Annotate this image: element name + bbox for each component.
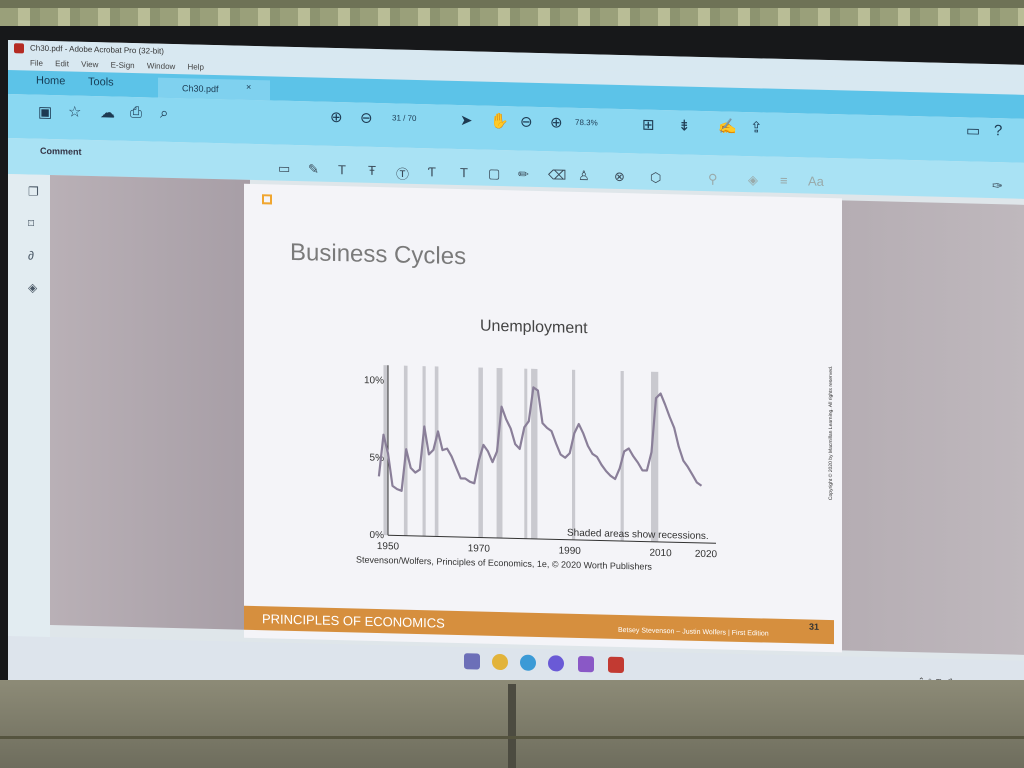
text-box-icon[interactable]: ▢ [488,165,501,182]
slide-title: Business Cycles [290,238,467,271]
page-indicator[interactable]: 31 / 70 [392,113,416,123]
comment-label: Comment [40,145,82,157]
pages-icon[interactable]: ❐ [28,184,39,199]
y-tick-label: 5% [370,453,385,464]
layers-icon[interactable]: ◈ [28,280,38,295]
window-title: Ch30.pdf - Adobe Acrobat Pro (32-bit) [30,43,164,56]
menu-help[interactable]: Help [187,62,204,72]
x-axis [388,534,716,544]
page-total: / 70 [403,113,417,123]
workspace-right [842,200,1024,655]
select-cursor-icon[interactable]: ➤ [460,112,473,130]
menu-view[interactable]: View [81,59,99,70]
x-tick-label: 2020 [695,549,718,561]
recession-band [422,366,426,537]
text-icon[interactable]: T [338,162,346,178]
star-icon[interactable]: ☆ [68,103,82,121]
tab-document-label: Ch30.pdf [182,83,219,95]
y-tick-label: 10% [364,375,384,386]
tab-document[interactable]: Ch30.pdf [158,77,270,101]
x-tick-label: 2010 [649,548,672,560]
share-icon[interactable]: ⇪ [750,119,763,137]
insert-text-icon[interactable]: Ƭ [428,164,436,180]
upload-cloud-icon[interactable]: ☁ [100,104,115,122]
eraser-icon[interactable]: ⌫ [548,167,567,183]
pen-settings-icon[interactable]: ✑ [992,178,1003,194]
scroll-mode-icon[interactable]: ⇟ [678,117,691,135]
page-up-icon[interactable]: ⊕ [330,108,343,127]
menu-edit[interactable]: Edit [55,59,69,69]
curtain-rod [0,0,1024,8]
zoom-level[interactable]: 78.3% [575,117,598,128]
acrobat-taskbar-icon[interactable] [608,656,624,674]
unemployment-line [377,386,703,492]
recession-annotation: Shaded areas show recessions. [567,528,709,542]
recession-band [383,365,388,536]
teams-icon[interactable] [578,655,594,673]
shapes-icon[interactable]: ⬡ [650,169,662,185]
fill-icon: ◈ [748,172,758,188]
recession-band [571,369,576,540]
app-icon[interactable] [548,655,564,672]
chart-title: Unemployment [480,317,588,338]
pin-icon: ⚲ [708,171,718,187]
projected-screen: Ch30.pdf - Adobe Acrobat Pro (32-bit) Fi… [8,40,1024,709]
stamp-icon[interactable]: ♙ [578,167,590,184]
close-tab-icon[interactable]: × [246,81,252,92]
y-tick-label: 0% [370,530,385,541]
chrome-icon[interactable] [492,653,508,671]
zoom-in-icon[interactable]: ⊕ [550,114,563,132]
tab-tools[interactable]: Tools [88,75,114,89]
print-icon[interactable]: ⎙ [130,103,143,122]
tab-home[interactable]: Home [36,74,66,88]
recession-band [434,366,439,537]
highlight-pen-icon[interactable]: ✎ [308,161,319,177]
attachment-icon[interactable]: ∂ [28,248,34,263]
bookmark-icon[interactable]: ⌑ [28,216,35,231]
draw-icon[interactable]: ✏ [518,166,529,182]
selection-marker[interactable] [262,194,272,205]
slide-page-number: 31 [809,621,820,632]
wall-line [0,736,1024,739]
acrobat-icon [14,43,24,54]
copyright-note: Copyright © 2020 by Macmillan Learning. … [828,365,834,501]
replace-text-icon[interactable]: Ⓣ [396,166,410,182]
page-down-icon[interactable]: ⊖ [360,109,373,127]
sign-icon[interactable]: ✍ [718,118,737,136]
zoom-out-icon[interactable]: ⊖ [520,113,533,131]
edge-icon[interactable] [520,654,536,671]
recession-band [531,368,538,539]
strikethrough-icon[interactable]: Ŧ [368,162,376,178]
workspace-left [50,175,250,630]
x-tick-label: 1950 [377,541,400,553]
line-weight-icon: ≡ [780,172,788,189]
x-tick-label: 1970 [468,543,491,555]
unemployment-chart: 0% 5% 10% 1950 1970 1990 2010 2020 Shaded areas … [364,365,718,561]
menu-window[interactable]: Window [146,61,176,72]
x-tick-label: 1990 [559,545,582,557]
recession-band [651,371,659,542]
hand-tool-icon[interactable]: ✋ [490,112,509,131]
search-icon[interactable]: ⌕ [160,104,169,122]
menu-esign[interactable]: E-Sign [110,60,135,71]
recession-band [524,368,528,539]
start-icon[interactable] [464,653,480,670]
font-size-icon: Aa [808,173,824,189]
page-current: 31 [392,113,401,123]
menu-file[interactable]: File [30,58,43,68]
fit-page-icon[interactable]: ⊞ [642,116,655,134]
sticky-note-icon[interactable]: ▭ [278,160,291,176]
save-icon[interactable]: ▣ [38,103,53,122]
wall-seam [508,684,516,768]
help-icon[interactable]: ? [994,122,1003,140]
add-text-icon[interactable]: T [460,165,468,181]
chat-icon[interactable]: ▭ [966,122,981,140]
attach-icon[interactable]: ⊗ [614,168,625,185]
